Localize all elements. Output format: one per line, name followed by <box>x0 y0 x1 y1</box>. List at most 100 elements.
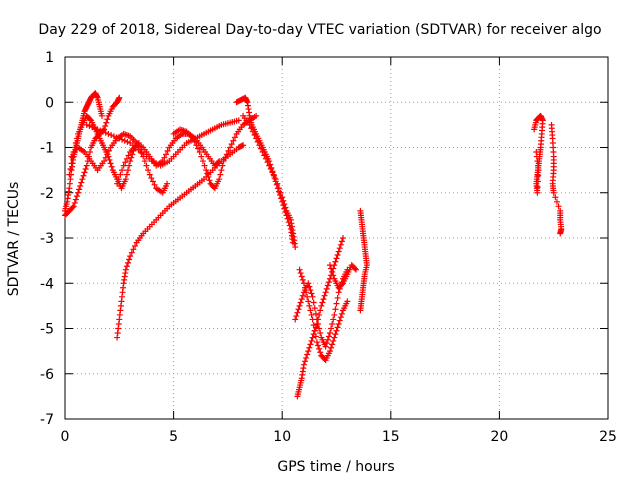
data-point <box>307 307 314 314</box>
data-point <box>300 361 307 368</box>
data-point <box>306 283 313 290</box>
data-point <box>553 198 560 205</box>
data-point <box>122 176 129 183</box>
tick-marks <box>64 56 609 420</box>
data-point <box>279 194 286 201</box>
data-point <box>332 306 339 313</box>
data-point <box>107 160 114 167</box>
data-point <box>330 337 337 344</box>
data-point <box>308 337 315 344</box>
data-point <box>228 141 235 148</box>
y-tick-label: -4 <box>40 276 54 292</box>
data-point <box>103 119 110 126</box>
data-point <box>121 137 128 144</box>
data-point <box>119 167 126 174</box>
y-tick-label: -2 <box>40 186 54 202</box>
series-arc-11 <box>294 235 347 400</box>
data-point <box>97 127 104 134</box>
data-point <box>269 169 276 176</box>
data-point <box>303 289 310 296</box>
data-point <box>322 343 329 350</box>
data-point <box>100 128 107 135</box>
x-tick-label: 20 <box>490 429 508 445</box>
data-point <box>143 162 150 169</box>
data-point <box>306 344 313 351</box>
data-point <box>320 296 327 303</box>
data-point <box>552 194 559 201</box>
data-point <box>335 320 342 327</box>
data-point <box>215 159 222 166</box>
data-point <box>309 293 316 300</box>
data-point <box>231 134 238 141</box>
data-point <box>104 116 111 123</box>
data-point <box>199 158 206 165</box>
data-point <box>67 165 74 172</box>
data-point <box>281 201 288 208</box>
data-point <box>337 314 344 321</box>
data-point <box>334 251 341 258</box>
data-point <box>300 280 307 287</box>
data-point <box>311 305 318 312</box>
data-point <box>162 151 169 158</box>
data-point <box>123 155 130 162</box>
series-arc-13 <box>296 266 351 364</box>
data-point <box>555 203 562 210</box>
data-point <box>312 333 319 340</box>
data-point <box>108 163 115 170</box>
data-point <box>248 125 255 132</box>
data-point <box>116 94 123 101</box>
data-point <box>191 138 198 145</box>
series-arc-7 <box>170 112 260 192</box>
data-point <box>128 249 135 256</box>
data-point <box>249 128 256 135</box>
data-point <box>272 176 279 183</box>
data-point <box>86 116 93 123</box>
data-point <box>296 266 303 273</box>
data-point <box>120 162 127 169</box>
grid-lines <box>65 57 608 419</box>
data-point <box>307 287 314 294</box>
data-point <box>71 199 78 206</box>
data-point <box>329 268 336 275</box>
data-point <box>105 130 112 137</box>
data-point <box>330 316 337 323</box>
data-point <box>115 176 122 183</box>
data-point <box>203 167 210 174</box>
x-axis-label: GPS time / hours <box>277 459 394 475</box>
data-point <box>201 162 208 169</box>
data-point <box>535 172 542 179</box>
data-point <box>323 340 330 347</box>
data-point <box>333 327 340 334</box>
data-point <box>124 167 131 174</box>
data-point <box>127 253 134 260</box>
data-point <box>126 256 133 263</box>
data-point <box>325 279 332 286</box>
data-point <box>104 151 111 158</box>
data-point <box>307 341 314 348</box>
data-point <box>316 345 323 352</box>
data-point <box>331 334 338 341</box>
data-point <box>218 167 225 174</box>
data-point <box>225 147 232 154</box>
data-point <box>122 266 129 273</box>
data-point <box>295 306 302 313</box>
data-point <box>326 330 333 337</box>
data-point <box>66 171 73 178</box>
data-point <box>101 158 108 165</box>
data-point <box>195 145 202 152</box>
data-point <box>310 322 317 329</box>
data-point <box>305 298 312 305</box>
data-point <box>148 175 155 182</box>
data-point <box>322 289 329 296</box>
series-arc-3 <box>66 112 142 192</box>
data-point <box>78 179 85 186</box>
data-point <box>253 112 260 119</box>
data-point <box>72 139 79 146</box>
data-point <box>318 302 325 309</box>
series-arc-16 <box>531 112 546 196</box>
data-point <box>313 339 320 346</box>
data-point <box>323 285 330 292</box>
data-point <box>328 344 335 351</box>
data-point <box>277 189 284 196</box>
